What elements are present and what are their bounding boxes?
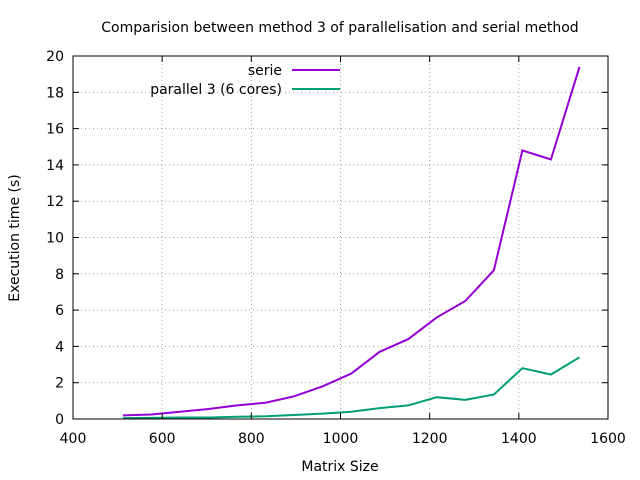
x-axis-label: Matrix Size: [301, 459, 378, 475]
y-axis-label: Execution time (s): [7, 174, 23, 301]
legend-label: serie: [248, 63, 282, 79]
y-tick-label: 6: [55, 303, 64, 319]
x-tick-label: 600: [149, 431, 176, 447]
y-tick-label: 20: [46, 49, 64, 65]
x-tick-label: 400: [60, 431, 87, 447]
x-tick-label: 1600: [590, 431, 626, 447]
x-tick-label: 1400: [501, 431, 537, 447]
y-tick-label: 0: [55, 412, 64, 428]
y-tick-label: 8: [55, 267, 64, 283]
y-tick-label: 2: [55, 376, 64, 392]
y-tick-label: 16: [46, 122, 64, 138]
x-tick-label: 1000: [323, 431, 359, 447]
y-tick-label: 10: [46, 231, 64, 247]
y-tick-label: 14: [46, 158, 64, 174]
x-tick-label: 800: [238, 431, 265, 447]
legend-label: parallel 3 (6 cores): [150, 82, 282, 98]
y-tick-label: 18: [46, 85, 64, 101]
x-tick-label: 1200: [412, 431, 448, 447]
chart-title: Comparision between method 3 of parallel…: [101, 20, 578, 36]
y-tick-label: 12: [46, 194, 64, 210]
y-tick-label: 4: [55, 339, 64, 355]
